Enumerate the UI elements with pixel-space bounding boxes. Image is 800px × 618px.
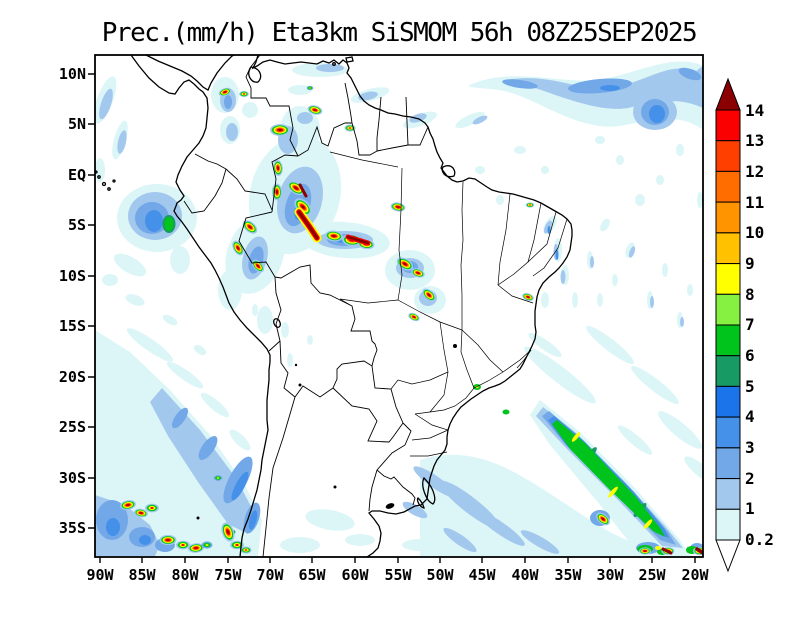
colorbar-label: 4 xyxy=(745,407,755,426)
state-borders xyxy=(329,151,568,457)
lon-label: 30W xyxy=(596,566,624,584)
colorbar-box xyxy=(715,293,741,326)
colorbar-box xyxy=(715,385,741,418)
colorbar-box xyxy=(715,263,741,295)
colorbar-label: 10 xyxy=(745,223,764,242)
colorbar-label: 3 xyxy=(745,438,755,457)
precipitation-field xyxy=(95,61,703,556)
colorbar-box xyxy=(715,170,741,203)
lat-label: 35S xyxy=(59,519,86,537)
colorbar-box xyxy=(715,508,741,541)
lon-label: 40W xyxy=(511,566,539,584)
map-title: Prec.(mm/h) Eta3km SiSMOM 56h 08Z25SEP20… xyxy=(102,18,696,48)
lon-label: 90W xyxy=(86,566,114,584)
colorbar-box xyxy=(715,355,741,387)
colorbar-box xyxy=(715,140,741,172)
lon-label: 70W xyxy=(256,566,284,584)
lat-label: 15S xyxy=(59,317,86,335)
colorbar-label: 11 xyxy=(745,193,764,212)
colorbar: 14 13 12 11 10 9 8 7 6 5 4 3 2 1 0.2 xyxy=(715,77,774,573)
lat-label: EQ xyxy=(68,166,86,184)
lon-label: 20W xyxy=(681,566,709,584)
lon-label: 55W xyxy=(384,566,412,584)
lat-label: 30S xyxy=(59,469,86,487)
lat-label: 10S xyxy=(59,267,86,285)
lon-label: 25W xyxy=(638,566,666,584)
lon-label: 65W xyxy=(298,566,326,584)
heavy-rain-streaks xyxy=(294,183,703,555)
lat-ticks xyxy=(88,73,95,529)
colorbar-label: 2 xyxy=(745,469,755,488)
country-borders xyxy=(183,55,429,557)
colorbar-box xyxy=(715,447,741,480)
colorbar-box xyxy=(715,201,741,234)
colorbar-label: 0.2 xyxy=(745,530,774,549)
lat-label: 20S xyxy=(59,368,86,386)
lon-label: 80W xyxy=(171,566,199,584)
colorbar-labels: 14 13 12 11 10 9 8 7 6 5 4 3 2 1 0.2 xyxy=(745,101,774,549)
lat-axis: 10N 5N EQ 5S 10S 15S 20S 25S 30S 35S xyxy=(59,65,86,537)
colorbar-label: 12 xyxy=(745,162,764,181)
colorbar-label: 5 xyxy=(745,377,755,396)
colorbar-box xyxy=(715,324,741,357)
lon-label: 35W xyxy=(554,566,582,584)
coastlines xyxy=(95,55,573,557)
lat-label: 5S xyxy=(68,216,86,234)
geography xyxy=(95,55,573,557)
lon-axis: 90W 85W 80W 75W 70W 65W 60W 55W 50W 45W … xyxy=(86,566,709,584)
precip-level-8 xyxy=(475,385,661,550)
colorbar-box xyxy=(715,478,741,510)
colorbar-box xyxy=(715,416,741,449)
lon-label: 50W xyxy=(426,566,454,584)
lat-label: 10N xyxy=(59,65,86,83)
colorbar-arrow-top xyxy=(715,77,741,111)
colorbar-label: 14 xyxy=(745,101,764,120)
colorbar-label: 9 xyxy=(745,254,755,273)
colorbar-arrow-bottom xyxy=(715,539,741,573)
lon-ticks xyxy=(99,557,696,563)
colorbar-box xyxy=(715,232,741,265)
lon-label: 60W xyxy=(341,566,369,584)
colorbar-label: 6 xyxy=(745,346,755,365)
lon-label: 45W xyxy=(468,566,496,584)
colorbar-box xyxy=(715,109,741,142)
colorbar-label: 13 xyxy=(745,131,764,150)
map-frame: 10N 5N EQ 5S 10S 15S 20S 25S 30S 35S 90W… xyxy=(59,54,710,584)
lon-label: 85W xyxy=(128,566,156,584)
colorbar-label: 7 xyxy=(745,315,755,334)
colorbar-label: 1 xyxy=(745,499,755,518)
colorbar-label: 8 xyxy=(745,285,755,304)
lat-label: 5N xyxy=(68,115,86,133)
small-lakes-markers xyxy=(196,344,457,520)
lon-label: 75W xyxy=(214,566,242,584)
lat-label: 25S xyxy=(59,418,86,436)
